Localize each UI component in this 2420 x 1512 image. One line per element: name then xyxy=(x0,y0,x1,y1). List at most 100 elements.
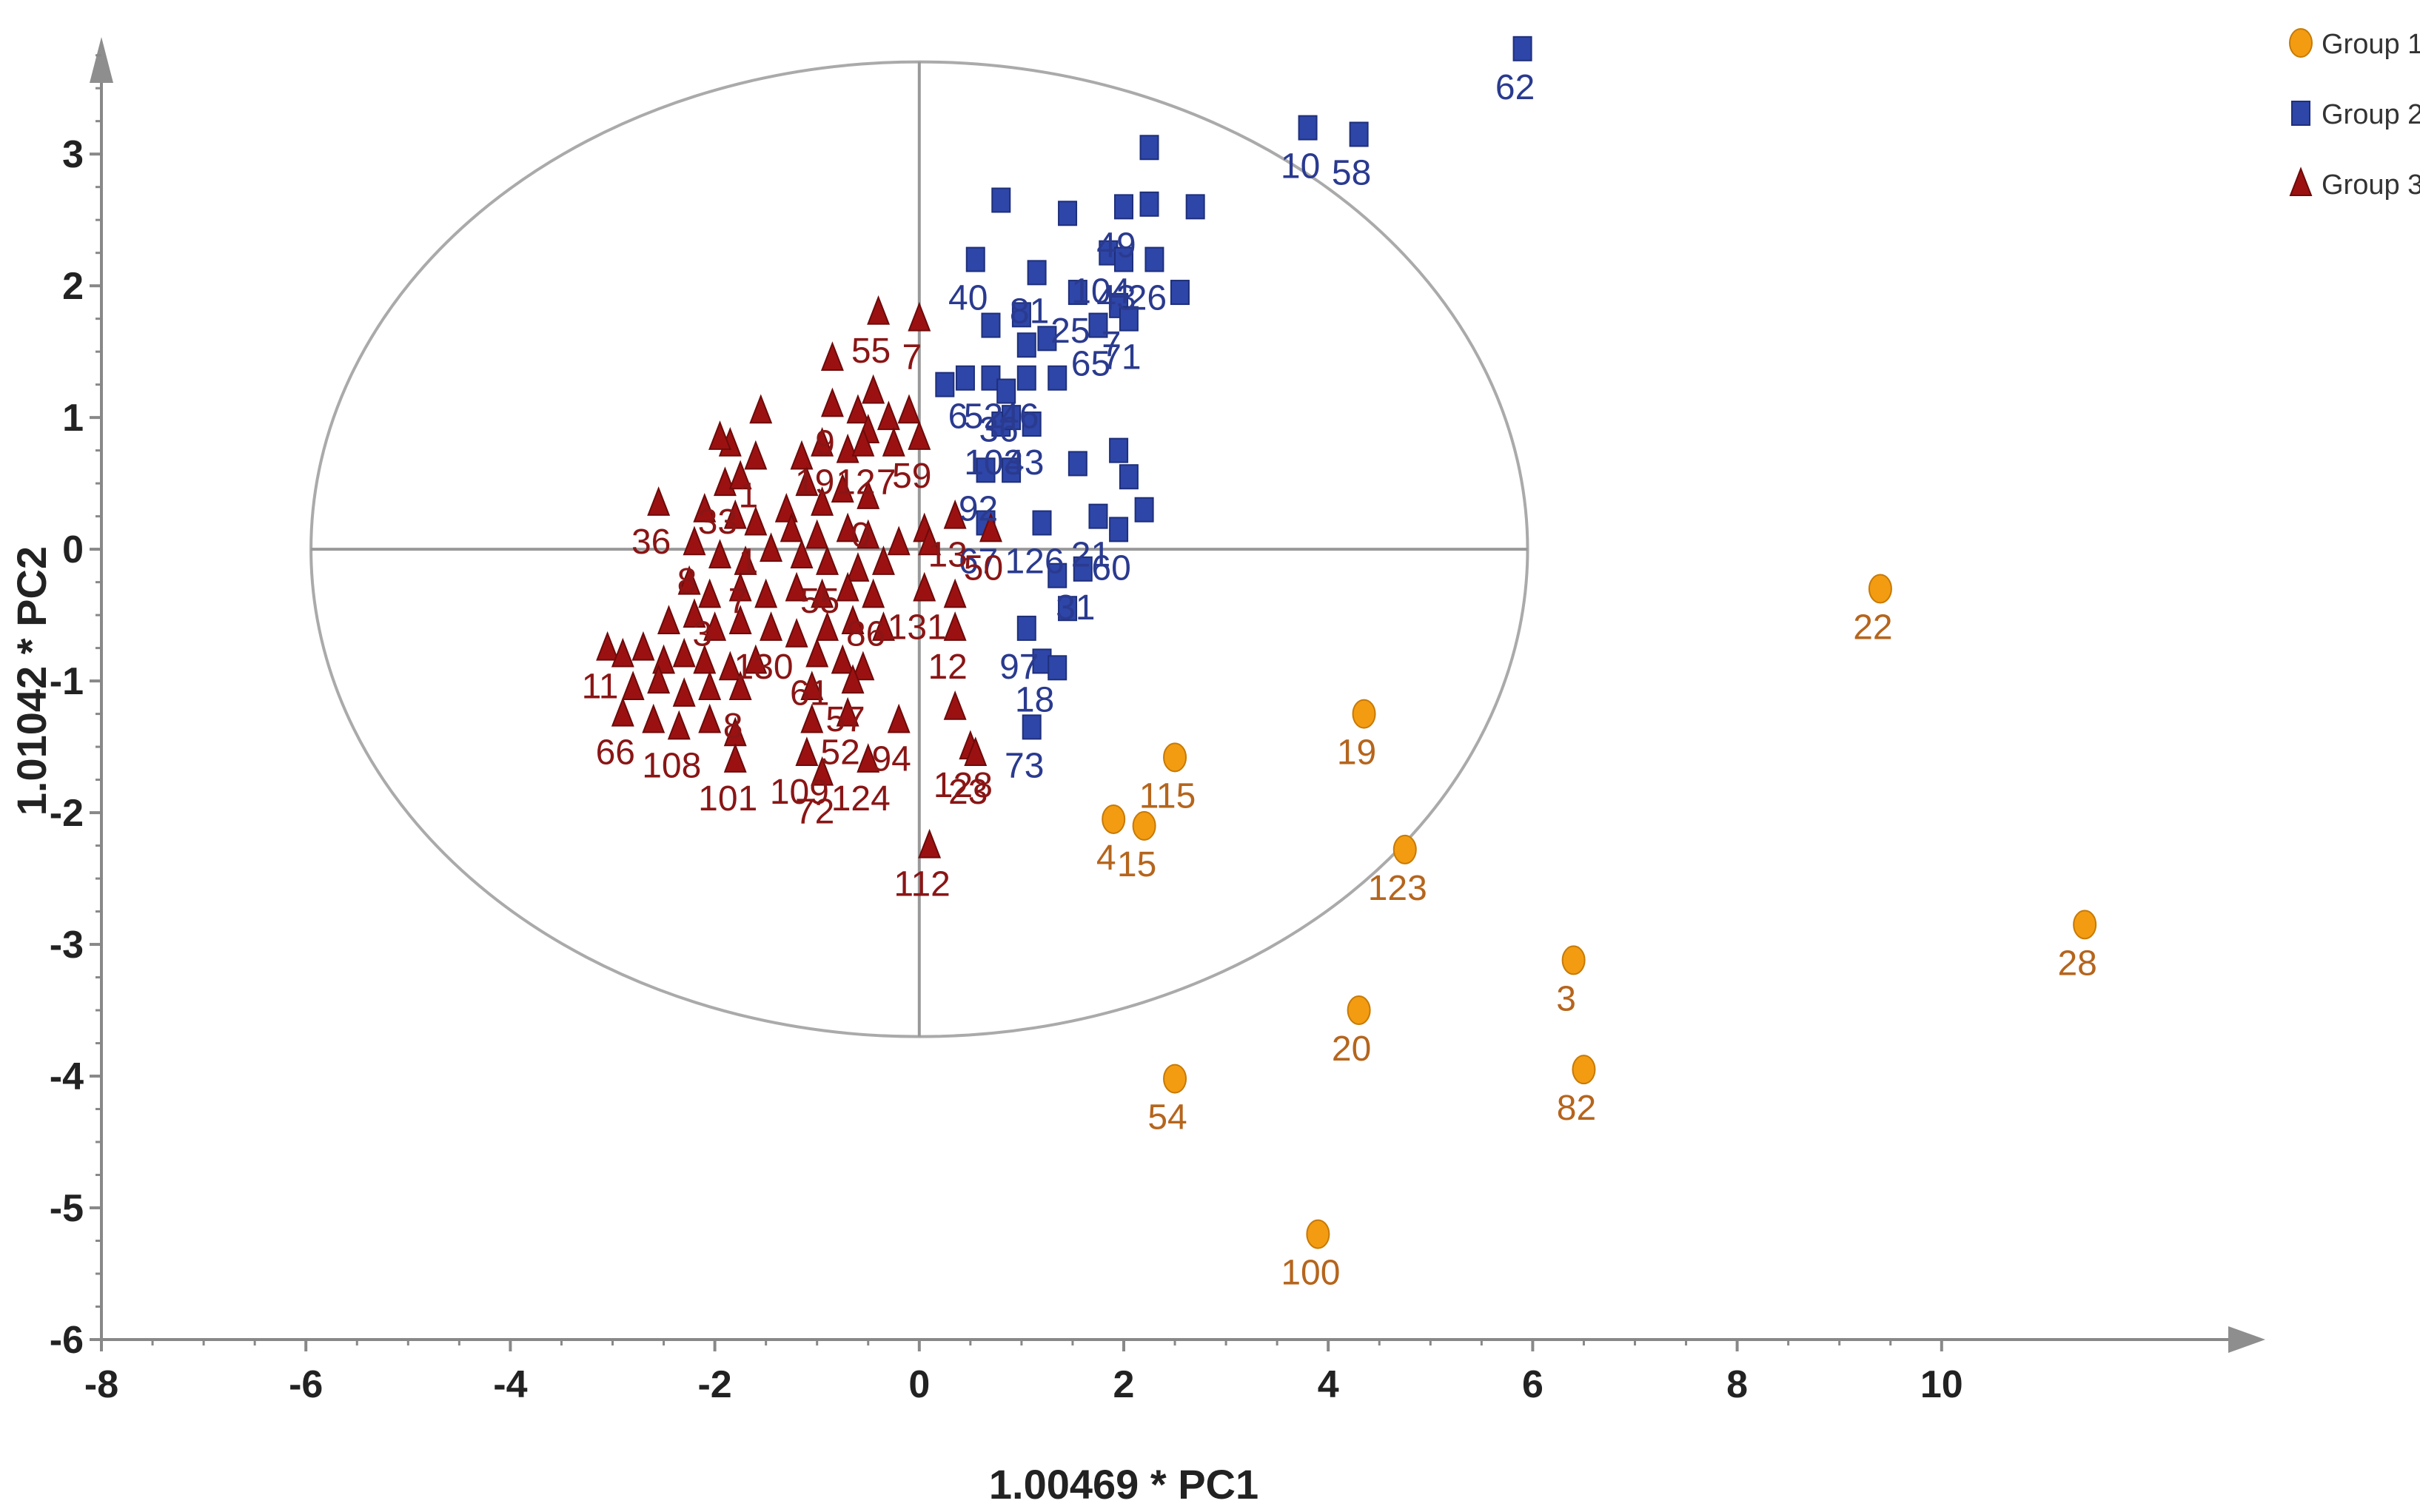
group3-point xyxy=(918,828,942,859)
group3-point xyxy=(857,743,880,773)
group3-point xyxy=(667,710,691,740)
point-label: 130 xyxy=(734,648,794,687)
point-label: 43 xyxy=(1005,443,1044,483)
group1-point xyxy=(1163,742,1187,773)
series-group2 xyxy=(935,36,1532,740)
point-label: 36 xyxy=(979,411,1018,450)
y-tick-label: -6 xyxy=(50,1319,84,1362)
group1-point xyxy=(1132,810,1156,841)
group3-point xyxy=(800,671,824,700)
group2-point xyxy=(1134,497,1154,523)
point-label: 43 xyxy=(1096,279,1136,318)
group1-point xyxy=(1572,1055,1596,1085)
group3-point xyxy=(846,394,870,424)
point-label: 94 xyxy=(871,739,911,779)
point-label: 20 xyxy=(1332,1029,1371,1069)
group3-point xyxy=(867,295,891,325)
group2-point xyxy=(1016,365,1036,391)
point-label: 112 xyxy=(894,865,951,904)
group3-point xyxy=(943,578,967,608)
group3-point xyxy=(693,492,717,523)
point-label: 57 xyxy=(825,700,865,739)
legend-triangle-icon xyxy=(2289,167,2313,196)
legend-label: Group 2 xyxy=(2322,99,2420,130)
point-label: 82 xyxy=(1557,1089,1596,1128)
group3-point xyxy=(744,644,768,674)
point-label: 128 xyxy=(934,766,993,805)
group3-point xyxy=(836,512,859,542)
series-group1-labels: 22 28 19 115 4 15 123 3 20 54 82 100 xyxy=(1096,608,2097,1293)
group1-point xyxy=(1163,1064,1187,1094)
group2-point xyxy=(1032,510,1052,536)
x-axis-arrow xyxy=(2228,1326,2265,1353)
group3-point xyxy=(908,301,931,332)
point-label: 66 xyxy=(596,733,635,773)
x-tick-label: -6 xyxy=(289,1363,323,1406)
point-label: 10 xyxy=(1281,147,1320,187)
group3-point xyxy=(744,505,768,536)
y-tick-label: 0 xyxy=(62,528,84,571)
group2-point xyxy=(1170,280,1190,306)
point-label: 6 xyxy=(948,397,968,437)
point-label: 15 xyxy=(1117,845,1156,884)
point-label: 40 xyxy=(948,279,988,318)
y-tick-label: -2 xyxy=(50,792,84,835)
group3-point xyxy=(631,631,655,661)
point-label: 7 xyxy=(877,463,896,503)
point-label: 100 xyxy=(1281,1254,1340,1293)
legend-circle-icon xyxy=(2289,28,2313,58)
group3-point xyxy=(897,394,921,424)
point-label: 1 xyxy=(738,542,758,582)
group3-point xyxy=(698,671,722,700)
group3-point xyxy=(754,578,778,608)
series-group1 xyxy=(1102,574,2097,1249)
legend-square-icon xyxy=(2291,101,2310,126)
group1-point xyxy=(1392,834,1417,864)
group2-point xyxy=(981,312,1001,338)
point-label: 7 xyxy=(1102,325,1122,364)
point-label: 59 xyxy=(892,457,931,496)
point-label: 124 xyxy=(831,779,891,819)
legend: Group 1 Group 2 Group 3 xyxy=(2289,28,2420,201)
legend-label: Group 1 xyxy=(2322,29,2420,60)
group3-point xyxy=(908,420,931,450)
group3-point xyxy=(887,703,911,733)
group3-point xyxy=(851,651,875,681)
group3-point xyxy=(596,631,620,661)
group3-point xyxy=(647,486,671,516)
group3-point xyxy=(611,696,634,727)
group2-point xyxy=(996,378,1016,404)
group3-point xyxy=(836,696,859,727)
group2-point xyxy=(1109,517,1129,542)
group2-point xyxy=(1058,201,1078,226)
group2-point xyxy=(1048,365,1067,391)
group3-point xyxy=(723,499,747,529)
group2-point xyxy=(1022,714,1042,740)
group3-point xyxy=(820,341,844,372)
group2-point xyxy=(1298,115,1318,141)
group3-point xyxy=(647,664,671,694)
group3-point xyxy=(816,611,839,641)
group3-point xyxy=(790,440,814,470)
group1-point xyxy=(1102,804,1126,834)
point-label: 101 xyxy=(698,779,757,819)
point-label: 23 xyxy=(948,773,988,812)
group2-point xyxy=(1002,405,1022,431)
point-label: 71 xyxy=(1102,338,1141,377)
group1-point xyxy=(1868,574,1892,604)
group2-point xyxy=(1349,121,1369,147)
point-label: 123 xyxy=(1368,869,1427,908)
group3-point xyxy=(887,525,911,556)
group3-point xyxy=(918,525,942,556)
group3-point xyxy=(708,539,731,569)
point-label: 55 xyxy=(800,582,839,621)
point-label: 31 xyxy=(1056,588,1095,628)
group3-point xyxy=(841,605,865,635)
group3-point xyxy=(785,618,808,648)
group3-point xyxy=(774,492,798,523)
point-label: 12 xyxy=(928,648,967,687)
point-label: 28 xyxy=(2057,944,2096,983)
point-label: 73 xyxy=(1005,746,1044,785)
